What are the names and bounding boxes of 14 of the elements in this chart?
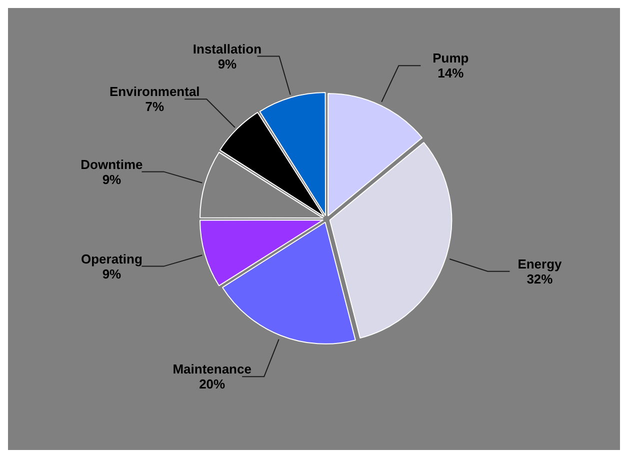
data-label: 7%	[145, 99, 164, 114]
slice-label: Maintenance	[172, 362, 252, 377]
slice-label: Installation	[192, 41, 262, 56]
data-label: 9%	[102, 172, 122, 187]
data-label: 14%	[438, 66, 464, 81]
data-label: 9%	[102, 266, 122, 282]
slice-label: Energy	[518, 256, 563, 272]
slice-label: Environmental	[109, 84, 200, 100]
data-label: 20%	[199, 376, 226, 392]
slice-label: Pump	[432, 50, 469, 66]
data-label: 9%	[218, 56, 238, 72]
slice-label: Operating	[81, 251, 142, 266]
data-label: 32%	[526, 271, 554, 286]
slice-label: Downtime	[80, 156, 143, 172]
